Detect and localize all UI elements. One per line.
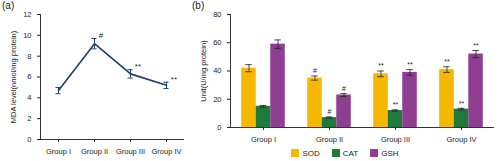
svg-text:2: 2 <box>27 114 31 123</box>
svg-text:Group IV: Group IV <box>446 135 476 144</box>
svg-text:Unit(U/mg protein): Unit(U/mg protein) <box>199 40 208 102</box>
svg-text:#: # <box>99 31 104 40</box>
svg-text:40: 40 <box>213 66 221 75</box>
html-text:GSH: GSH <box>381 148 399 158</box>
svg-text:Group I: Group I <box>251 135 276 144</box>
svg-text:6: 6 <box>27 72 31 81</box>
svg-text:8: 8 <box>27 52 31 61</box>
svg-text:#: # <box>342 85 346 92</box>
svg-text:60: 60 <box>213 38 221 47</box>
svg-text:**: ** <box>378 62 384 69</box>
svg-text:20: 20 <box>213 95 221 104</box>
html-text:(b): (b) <box>192 0 205 11</box>
svg-text:MDA level(nmol/mg protein): MDA level(nmol/mg protein) <box>9 30 18 123</box>
svg-text:**: ** <box>473 42 479 49</box>
svg-text:**: ** <box>459 100 465 107</box>
svg-text:**: ** <box>393 101 399 108</box>
svg-text:4: 4 <box>27 93 31 102</box>
svg-text:**: ** <box>135 62 141 71</box>
html-text:SOD: SOD <box>302 148 320 158</box>
svg-text:0: 0 <box>217 123 221 132</box>
svg-text:**: ** <box>444 58 450 65</box>
svg-text:#: # <box>313 67 317 74</box>
svg-text:**: ** <box>407 61 413 68</box>
svg-text:#: # <box>328 108 332 115</box>
svg-text:10: 10 <box>23 31 31 40</box>
svg-text:12: 12 <box>23 10 31 19</box>
svg-text:80: 80 <box>213 10 221 19</box>
html-text:CAT: CAT <box>342 148 359 158</box>
svg-text:Group II: Group II <box>81 147 108 156</box>
svg-text:Group IV: Group IV <box>151 147 181 156</box>
svg-text:Group III: Group III <box>116 147 145 156</box>
svg-text:0: 0 <box>27 135 31 144</box>
svg-text:Group I: Group I <box>46 147 71 156</box>
svg-text:Group III: Group III <box>381 135 410 144</box>
svg-text:Group II: Group II <box>316 135 343 144</box>
svg-text:**: ** <box>171 75 177 84</box>
html-text:(a): (a) <box>2 0 15 11</box>
